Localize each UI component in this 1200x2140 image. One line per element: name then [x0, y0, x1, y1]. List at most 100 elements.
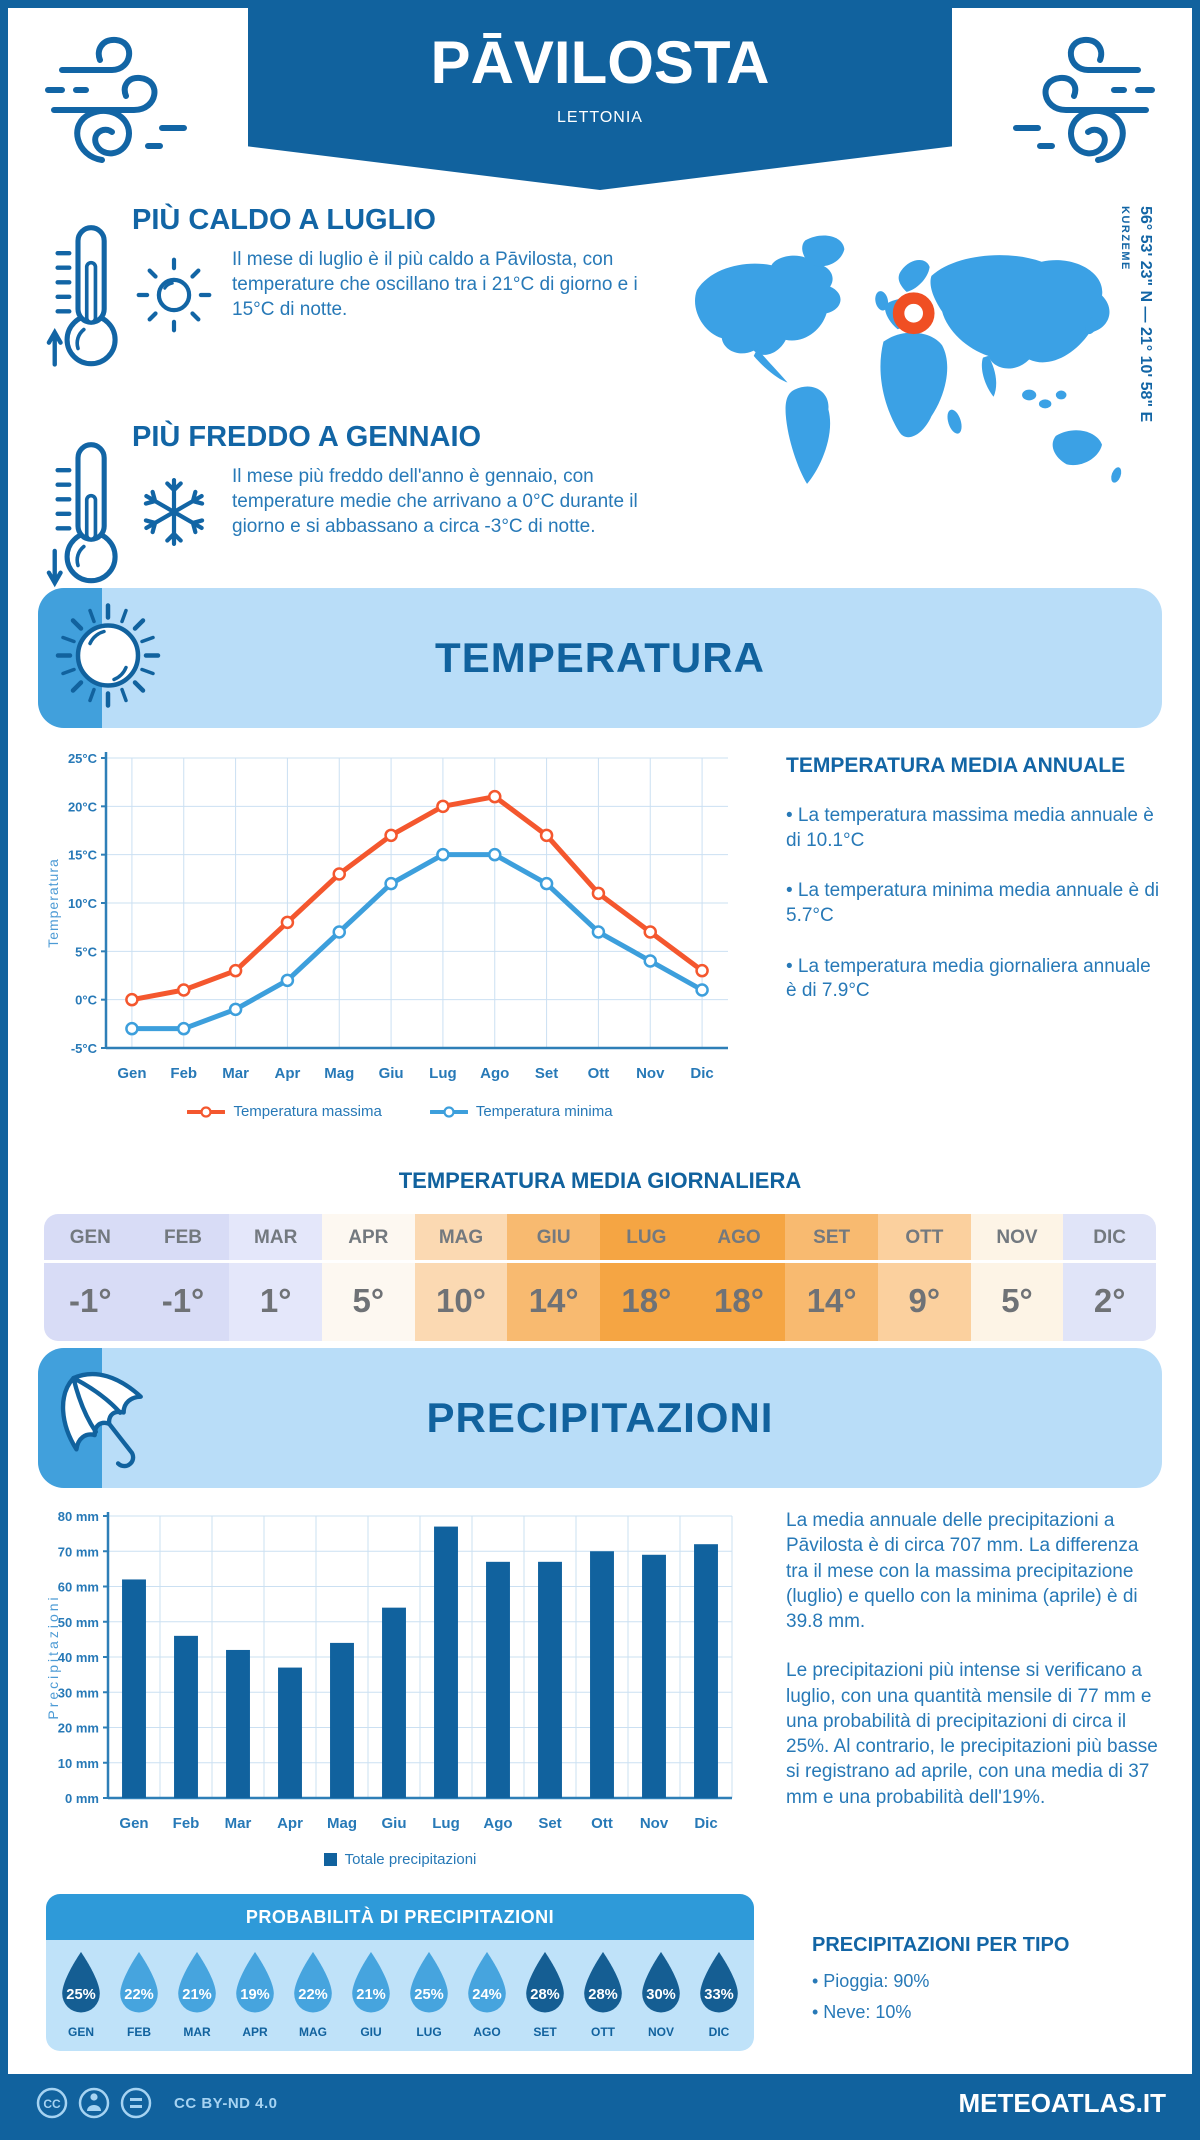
precipitation-text: La media annuale delle precipitazioni a … — [758, 1504, 1162, 1888]
snowflake-icon — [132, 464, 218, 559]
svg-text:80 mm: 80 mm — [58, 1509, 99, 1524]
daily-temp-value: 5° — [970, 1263, 1064, 1341]
thermometer-up-icon — [46, 202, 128, 393]
svg-text:0°C: 0°C — [75, 993, 97, 1008]
svg-text:Mag: Mag — [324, 1065, 354, 1082]
warmest-month-text: Il mese di luglio è il più caldo a Pāvil… — [232, 249, 638, 321]
precipitation-probability-box: PROBABILITÀ DI PRECIPITAZIONI 25% GEN 22% F… — [46, 1894, 754, 2066]
precipitation-chart-legend: Totale precipitazioni — [42, 1851, 758, 1868]
daily-temp-value: 14° — [785, 1263, 878, 1341]
daily-temp-month: GEN — [44, 1214, 137, 1263]
daily-temp-month: MAG — [414, 1214, 508, 1263]
svg-text:0 mm: 0 mm — [65, 1791, 99, 1806]
precipitation-section-title: PRECIPITAZIONI — [426, 1394, 774, 1441]
svg-text:40 mm: 40 mm — [58, 1650, 99, 1665]
drop-month-label: LUG — [416, 2025, 442, 2039]
svg-text:Feb: Feb — [173, 1815, 200, 1832]
warmest-month-title: PIÙ CALDO A LUGLIO — [132, 204, 436, 236]
svg-text:Giu: Giu — [379, 1065, 404, 1082]
water-drop-icon: 21% — [352, 1952, 390, 2013]
svg-text:Ott: Ott — [588, 1065, 610, 1082]
precipitation-paragraphs: La media annuale delle precipitazioni a … — [786, 1508, 1162, 1810]
svg-text:Precipitazioni: Precipitazioni — [45, 1594, 61, 1719]
daily-temp-value: 9° — [877, 1263, 971, 1341]
world-map — [695, 235, 1122, 484]
highlights: PIÙ CALDO A LUGLIO Il mese di luglio è i… — [46, 202, 646, 588]
svg-text:50 mm: 50 mm — [58, 1615, 99, 1630]
drop-month-label: FEB — [127, 2025, 151, 2039]
title-ribbon: PĀVILOSTA LETTONIA — [248, 8, 952, 190]
water-drop-icon: 25% — [62, 1952, 100, 2013]
drop-month-label: DIC — [708, 2025, 730, 2039]
map-area: KURZEME 56° 53' 23" N — 21° 10' 58" E — [646, 202, 1154, 588]
precipitation-section: Gen Feb Mar Apr Mag Giu Lug Ago Set Ott Nov Dic 0 mm… — [8, 1488, 1192, 1888]
precipitation-probability-drop: 25% GEN — [54, 1950, 108, 2039]
svg-text:Lug: Lug — [432, 1815, 460, 1832]
svg-text:Ott: Ott — [591, 1815, 613, 1832]
daily-temperature-block: TEMPERATURA MEDIA GIORNALIERA GEN FEB MAR A… — [8, 1158, 1192, 1341]
svg-text:Mar: Mar — [222, 1065, 249, 1082]
svg-text:25%: 25% — [66, 1987, 95, 2003]
precipitation-bar-chart: Gen Feb Mar Apr Mag Giu Lug Ago Set Ott Nov Dic 0 mm… — [45, 1509, 733, 1832]
temperature-banner: TEMPERATURA — [38, 588, 1162, 728]
svg-text:Nov: Nov — [636, 1065, 665, 1082]
daily-temp-value: 5° — [321, 1263, 415, 1341]
precipitation-probability-drop: 19% APR — [228, 1950, 282, 2039]
umbrella-icon — [50, 1355, 166, 1482]
warmest-month-content: PIÙ CALDO A LUGLIO Il mese di luglio è i… — [128, 202, 646, 393]
daily-temp-value: 18° — [599, 1263, 693, 1341]
daily-temp-value: 18° — [692, 1263, 786, 1341]
thermometer-down-icon — [46, 419, 128, 610]
svg-text:Dic: Dic — [690, 1065, 713, 1082]
daily-temp-value: 10° — [414, 1263, 508, 1341]
water-drop-icon: 25% — [410, 1952, 448, 2013]
page-title: PĀVILOSTA — [430, 29, 770, 96]
svg-text:21%: 21% — [356, 1987, 385, 2003]
water-drop-icon: 24% — [468, 1952, 506, 2013]
coldest-month-content: PIÙ FREDDO A GENNAIO — [128, 419, 646, 610]
precipitation-probability-drop: 24% AGO — [460, 1950, 514, 2039]
daily-temp-month: NOV — [970, 1214, 1064, 1263]
precipitation-probability-drop: 21% MAR — [170, 1950, 224, 2039]
annual-stats: TEMPERATURA MEDIA ANNUALE • La temperatu… — [758, 744, 1162, 1158]
annual-stat: • La temperatura media giornaliera annua… — [786, 955, 1151, 1002]
svg-text:20°C: 20°C — [68, 799, 98, 814]
svg-text:19%: 19% — [240, 1987, 269, 2003]
daily-temperature-title: TEMPERATURA MEDIA GIORNALIERA — [398, 1168, 802, 1193]
wind-icon — [1013, 36, 1155, 163]
daily-temp-month: FEB — [136, 1214, 230, 1263]
coldest-month-title: PIÙ FREDDO A GENNAIO — [132, 421, 482, 453]
region-label: KURZEME — [1119, 206, 1131, 271]
annual-stats-title: TEMPERATURA MEDIA ANNUALE — [786, 754, 1126, 777]
svg-text:10 mm: 10 mm — [58, 1756, 99, 1771]
daily-temp-value: 14° — [507, 1263, 600, 1341]
drop-month-label: GIU — [360, 2025, 382, 2039]
drop-month-label: AGO — [473, 2025, 501, 2039]
precipitation-banner: PRECIPITAZIONI — [38, 1348, 1162, 1488]
daily-temp-value: -1° — [136, 1263, 230, 1341]
svg-text:Apr: Apr — [277, 1815, 303, 1832]
annual-stat: • La temperatura massima media annuale è… — [786, 805, 1154, 851]
temperature-chart-legend: Temperatura massima Temperatura minima — [42, 1103, 758, 1120]
svg-text:Mar: Mar — [225, 1815, 252, 1832]
svg-text:25°C: 25°C — [68, 751, 98, 766]
svg-text:Set: Set — [538, 1815, 561, 1832]
water-drop-icon: 22% — [294, 1952, 332, 2013]
probability-title: PROBABILITÀ DI PRECIPITAZIONI — [46, 1894, 754, 1940]
svg-text:10°C: 10°C — [68, 896, 98, 911]
svg-text:-5°C: -5°C — [71, 1041, 98, 1056]
precipitation-type: • Pioggia: 90% — [812, 1971, 930, 1991]
drop-month-label: NOV — [647, 2025, 674, 2039]
svg-text:30%: 30% — [646, 1987, 675, 2003]
svg-text:Feb: Feb — [170, 1065, 197, 1082]
svg-text:Giu: Giu — [382, 1815, 407, 1832]
precipitation-paragraph: Le precipitazioni più intense si verific… — [786, 1660, 1158, 1808]
daily-temp-value: 2° — [1063, 1263, 1156, 1341]
svg-text:60 mm: 60 mm — [58, 1580, 99, 1595]
temperature-chart-column: Gen Feb Mar Apr Mag Giu Lug Ago Set Ott Nov Dic -5°C… — [42, 744, 758, 1158]
drop-month-label: SET — [533, 2025, 557, 2039]
water-drop-icon: 28% — [526, 1952, 564, 2013]
water-drop-icon: 19% — [236, 1952, 274, 2013]
drop-month-label: OTT — [591, 2025, 615, 2039]
precipitation-paragraph: La media annuale delle precipitazioni a … — [786, 1510, 1139, 1633]
